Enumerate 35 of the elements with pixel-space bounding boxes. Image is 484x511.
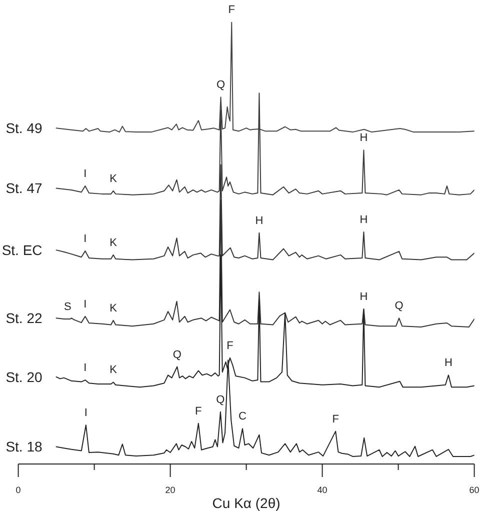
annotation: Q: [216, 79, 226, 92]
annotation: H: [360, 214, 368, 226]
annotation: F: [195, 405, 202, 418]
annotation: H: [255, 214, 264, 227]
annotation: I: [84, 232, 87, 245]
annotation: H: [360, 132, 368, 144]
annotation: I: [84, 298, 87, 310]
series-label: St. 49: [6, 120, 42, 136]
series-label: St. 47: [6, 180, 42, 196]
annotation: F: [228, 4, 236, 16]
annotation: F: [332, 413, 340, 426]
annotation: K: [110, 364, 118, 376]
annotation: K: [110, 302, 118, 314]
series-label: St. 20: [6, 368, 42, 385]
annotation: C: [238, 410, 247, 423]
annotation: K: [110, 236, 118, 249]
annotation: I: [84, 362, 87, 374]
x-axis-title: Cu Kα (2θ): [212, 495, 280, 511]
annotation: K: [110, 172, 118, 185]
x-tick-label: 40: [317, 485, 328, 495]
annotation: F: [226, 340, 234, 352]
annotation: H: [444, 357, 452, 370]
x-tick-label: 20: [165, 485, 176, 495]
annotation: H: [360, 290, 368, 303]
series-label: St. 22: [6, 310, 42, 326]
annotation: Q: [216, 394, 226, 406]
series-label: St. EC: [2, 242, 42, 258]
series-label: St. 18: [6, 438, 42, 455]
annotation: S: [64, 301, 72, 314]
x-tick-label: 60: [469, 485, 480, 495]
annotation: Q: [394, 300, 404, 312]
annotation: I: [84, 407, 88, 420]
x-tick-label: 0: [16, 485, 21, 495]
annotation: I: [84, 168, 87, 180]
annotation: Q: [172, 348, 182, 361]
